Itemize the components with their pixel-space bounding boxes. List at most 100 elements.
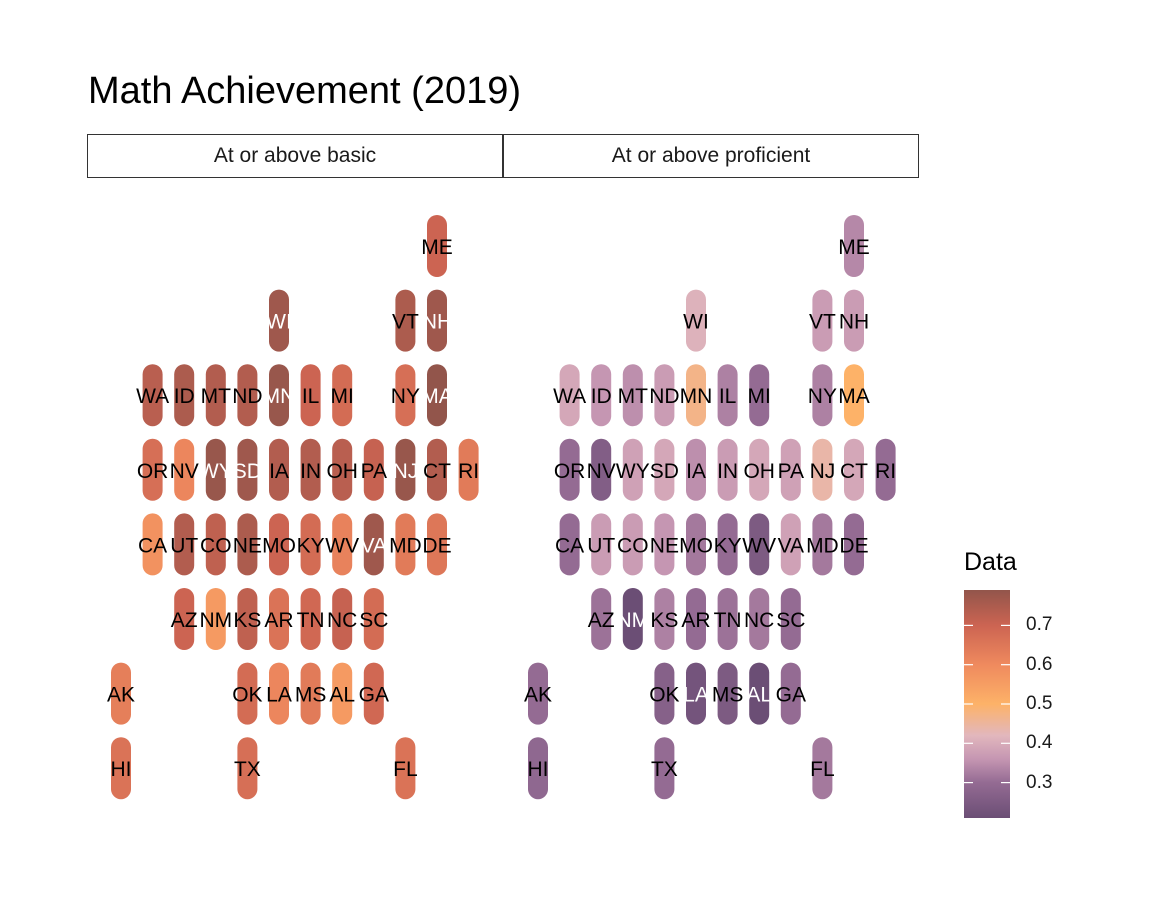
tile-proficient-fl [812, 737, 833, 800]
tile-label-proficient-me: ME [838, 236, 870, 259]
tile-basic-ca [142, 513, 163, 576]
tile-basic-ut [174, 513, 195, 576]
tile-label-basic-fl: FL [393, 758, 418, 781]
tile-proficient-az [591, 588, 612, 650]
tile-proficient-ri [875, 438, 896, 501]
legend-tick-label: 0.7 [1026, 614, 1053, 636]
tile-proficient-ms [717, 662, 738, 725]
tile-proficient-md [812, 513, 833, 576]
tile-proficient-ma [844, 364, 864, 427]
tile-label-proficient-ia: IA [686, 460, 706, 483]
tile-basic-fl [395, 737, 416, 800]
tile-label-basic-ak: AK [107, 684, 135, 707]
tile-basic-wv [332, 513, 353, 576]
tile-label-proficient-ny: NY [808, 385, 837, 408]
tile-basic-wy [205, 438, 226, 501]
tile-label-basic-tx: TX [234, 758, 261, 781]
tile-basic-ky [300, 513, 321, 576]
legend-ticks [964, 624, 1010, 784]
tile-basic-oh [332, 438, 353, 501]
tile-basic-mt [205, 364, 226, 427]
tile-label-proficient-ms: MS [712, 684, 744, 707]
tile-basic-nd [237, 364, 258, 427]
tile-proficient-va [780, 513, 801, 576]
tile-label-basic-nd: ND [232, 385, 262, 408]
tile-label-proficient-ga: GA [776, 684, 806, 707]
tile-label-basic-ok: OK [232, 684, 262, 707]
tile-label-proficient-wa: WA [553, 385, 586, 408]
tile-proficient-nc [749, 588, 770, 650]
tile-basic-pa [363, 438, 384, 501]
tile-label-basic-mt: MT [201, 385, 231, 408]
tile-proficient-nv [591, 438, 612, 501]
facet-panel-basic: ME WI VT NH WA ID MT ND MN IL MI NY MA OR NV WY SD IA IN OH… [107, 215, 479, 800]
tile-label-proficient-ma: MA [838, 385, 870, 408]
tile-label-proficient-al: AL [746, 684, 772, 707]
tile-basic-md [395, 513, 416, 576]
tile-proficient-wi [686, 289, 706, 352]
tile-proficient-ia [686, 438, 706, 501]
tile-proficient-vt [812, 289, 833, 352]
tile-label-basic-ia: IA [269, 460, 289, 483]
tile-label-basic-sc: SC [359, 609, 388, 632]
tile-basic-id [174, 364, 195, 427]
tile-label-proficient-oh: OH [743, 460, 775, 483]
tile-basic-or [142, 438, 163, 501]
tile-label-basic-de: DE [422, 534, 451, 557]
tile-label-proficient-ne: NE [650, 534, 679, 557]
tile-label-basic-mo: MO [262, 534, 296, 557]
tile-label-proficient-id: ID [591, 385, 612, 408]
tile-label-basic-nm: NM [199, 609, 232, 632]
tile-label-basic-pa: PA [361, 460, 387, 483]
tile-label-basic-md: MD [389, 534, 422, 557]
tile-label-basic-ky: KY [297, 534, 325, 557]
tile-proficient-la [686, 662, 706, 725]
tile-label-proficient-mi: MI [748, 385, 771, 408]
tile-proficient-ut [591, 513, 612, 576]
tile-label-basic-wv: WV [325, 534, 359, 557]
tile-proficient-wa [559, 364, 580, 427]
tile-proficient-ky [717, 513, 738, 576]
tile-label-basic-wa: WA [136, 385, 169, 408]
tile-label-basic-in: IN [300, 460, 321, 483]
tile-label-proficient-ky: KY [714, 534, 742, 557]
tile-label-basic-ar: AR [264, 609, 293, 632]
tile-proficient-oh [749, 438, 770, 501]
tile-label-basic-ca: CA [138, 534, 167, 557]
tile-label-basic-wy: WY [199, 460, 233, 483]
tile-basic-ms [300, 662, 321, 725]
legend-tick-label: 0.4 [1026, 732, 1053, 754]
tile-label-proficient-wv: WV [742, 534, 776, 557]
tile-label-proficient-az: AZ [588, 609, 615, 632]
tile-proficient-al [749, 662, 770, 725]
tile-basic-tn [300, 588, 321, 650]
chart-title: Math Achievement (2019) [88, 70, 522, 112]
tile-proficient-hi [528, 737, 548, 800]
tile-label-basic-nc: NC [327, 609, 357, 632]
tile-label-basic-co: CO [200, 534, 232, 557]
tile-basic-de [427, 513, 447, 576]
tile-label-proficient-co: CO [617, 534, 649, 557]
tile-label-proficient-pa: PA [778, 460, 804, 483]
tile-basic-nm [205, 588, 226, 650]
tile-basic-ar [269, 588, 289, 650]
tile-label-basic-vt: VT [392, 311, 419, 334]
tile-label-proficient-hi: HI [528, 758, 549, 781]
tile-label-basic-me: ME [421, 236, 453, 259]
tile-label-basic-mn: MN [263, 385, 296, 408]
tile-label-proficient-wy: WY [616, 460, 650, 483]
tile-label-basic-ri: RI [458, 460, 479, 483]
tile-label-proficient-nc: NC [744, 609, 774, 632]
tile-proficient-nh [844, 289, 864, 352]
tile-proficient-tx [654, 737, 675, 800]
tile-label-proficient-nd: ND [649, 385, 679, 408]
tile-basic-ak [111, 662, 131, 725]
tile-proficient-nd [654, 364, 675, 427]
tile-basic-nj [395, 438, 416, 501]
tile-label-proficient-fl: FL [810, 758, 835, 781]
tile-label-basic-wi: WI [266, 311, 292, 334]
tile-label-basic-il: IL [302, 385, 320, 408]
tile-label-basic-nv: NV [170, 460, 199, 483]
tile-label-basic-la: LA [266, 684, 292, 707]
tile-basic-vt [395, 289, 416, 352]
